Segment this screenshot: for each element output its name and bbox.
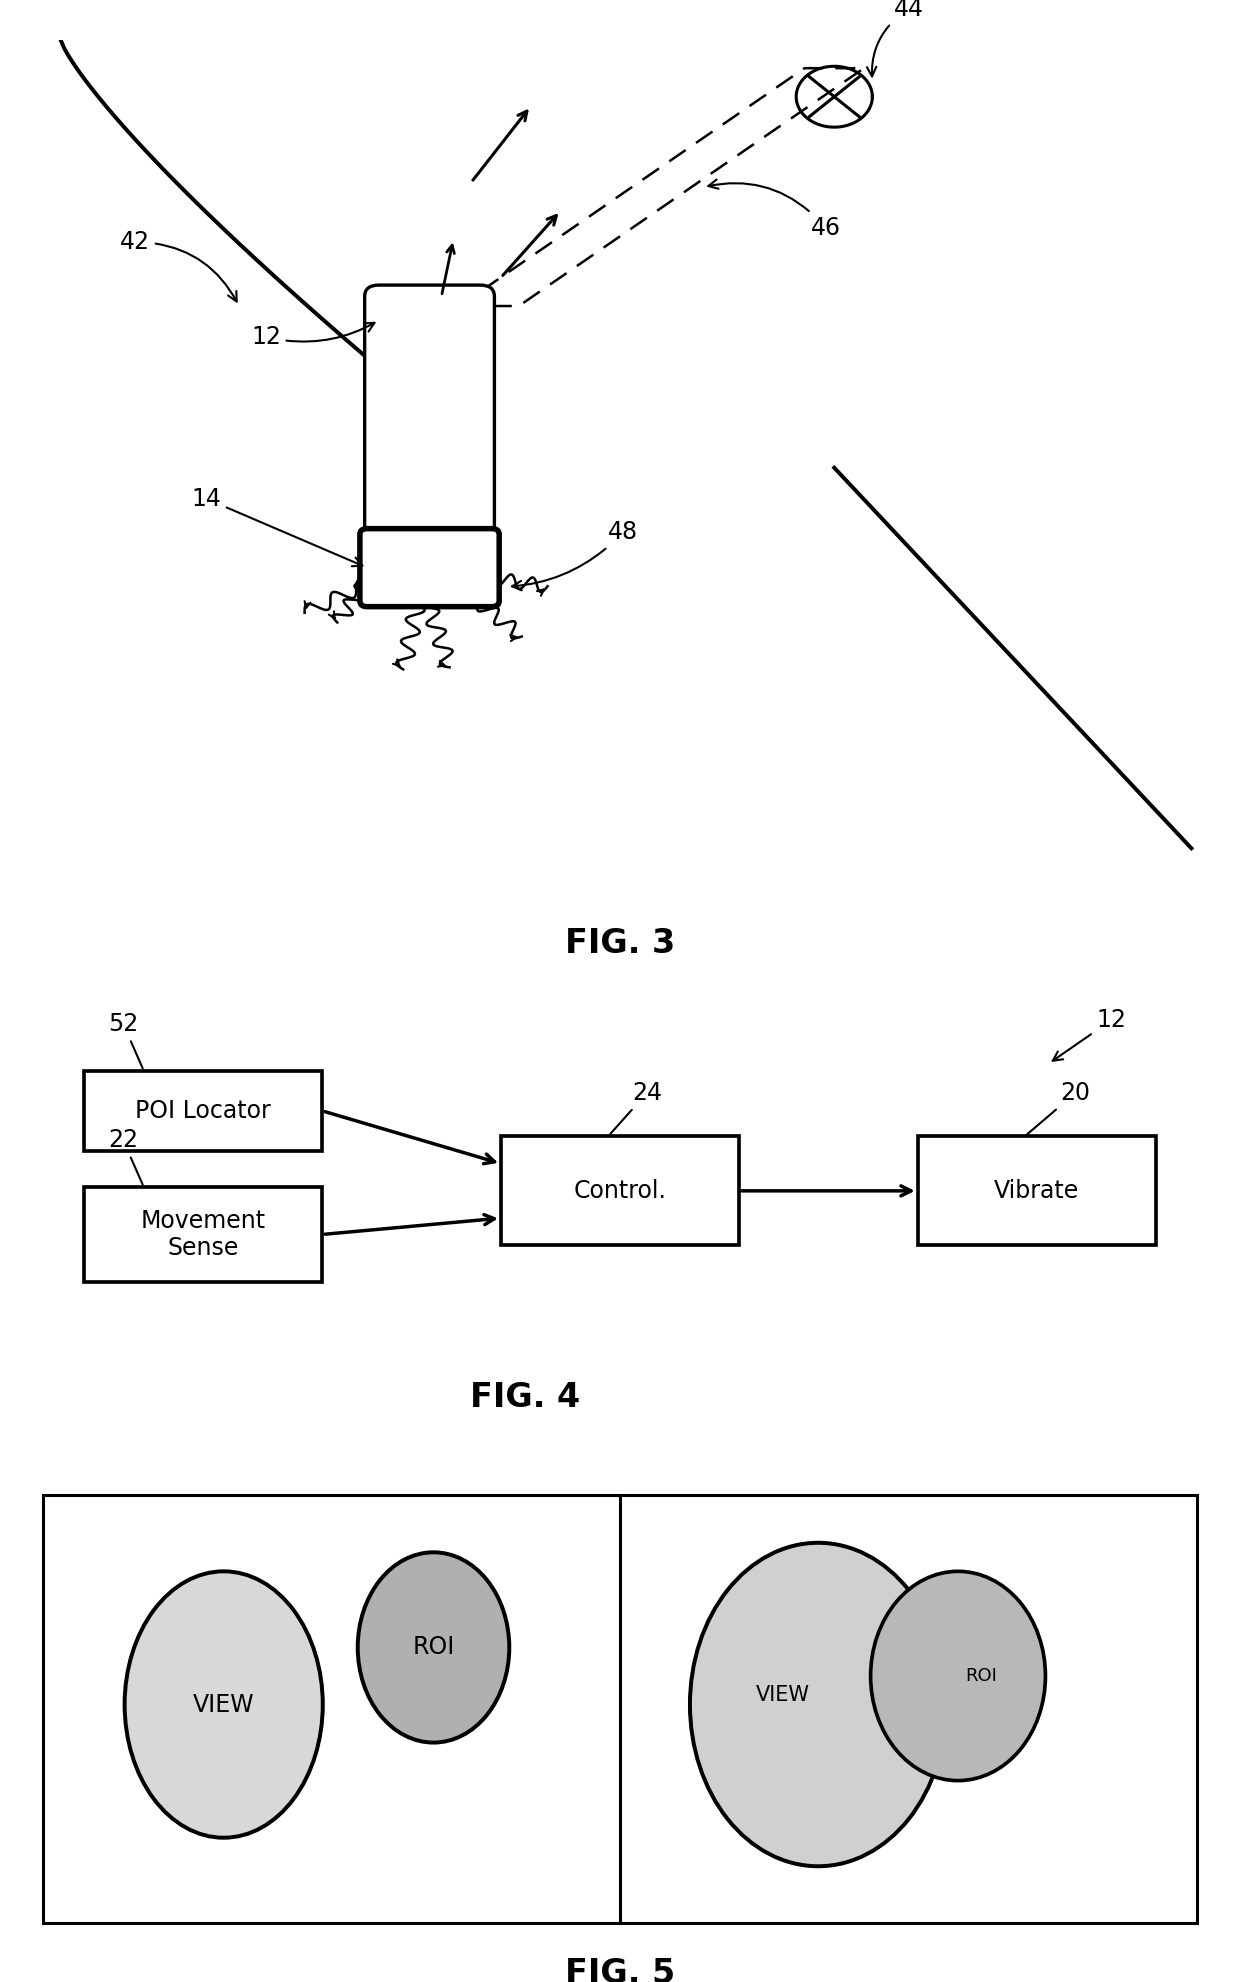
- Text: 12: 12: [250, 323, 374, 349]
- Text: 46: 46: [708, 180, 841, 240]
- Text: 14: 14: [191, 488, 362, 567]
- Text: VIEW: VIEW: [193, 1693, 254, 1716]
- Text: 48: 48: [512, 519, 639, 591]
- Ellipse shape: [870, 1572, 1045, 1780]
- Text: FIG. 4: FIG. 4: [470, 1381, 580, 1415]
- Text: 52: 52: [108, 1013, 143, 1068]
- Bar: [84, 1187, 322, 1282]
- Bar: [84, 1070, 322, 1152]
- Text: ROI: ROI: [413, 1635, 455, 1659]
- Text: VIEW: VIEW: [756, 1685, 810, 1705]
- Text: 44: 44: [867, 0, 924, 77]
- Text: 12: 12: [1053, 1009, 1126, 1060]
- Text: Movement
Sense: Movement Sense: [141, 1209, 265, 1261]
- Text: FIG. 5: FIG. 5: [565, 1956, 675, 1982]
- Text: 42: 42: [120, 230, 237, 301]
- Text: Vibrate: Vibrate: [994, 1179, 1079, 1203]
- Text: POI Locator: POI Locator: [135, 1098, 272, 1124]
- Bar: [501, 1136, 739, 1245]
- Ellipse shape: [357, 1552, 510, 1742]
- Text: ROI: ROI: [966, 1667, 997, 1685]
- Ellipse shape: [689, 1542, 946, 1867]
- Bar: [918, 1136, 1156, 1245]
- Text: 24: 24: [610, 1080, 662, 1134]
- Text: 22: 22: [108, 1128, 143, 1185]
- Text: 20: 20: [1027, 1080, 1090, 1134]
- Text: Control.: Control.: [574, 1179, 666, 1203]
- Text: FIG. 3: FIG. 3: [565, 928, 675, 959]
- FancyBboxPatch shape: [360, 529, 500, 606]
- FancyBboxPatch shape: [365, 285, 495, 545]
- Ellipse shape: [124, 1572, 322, 1837]
